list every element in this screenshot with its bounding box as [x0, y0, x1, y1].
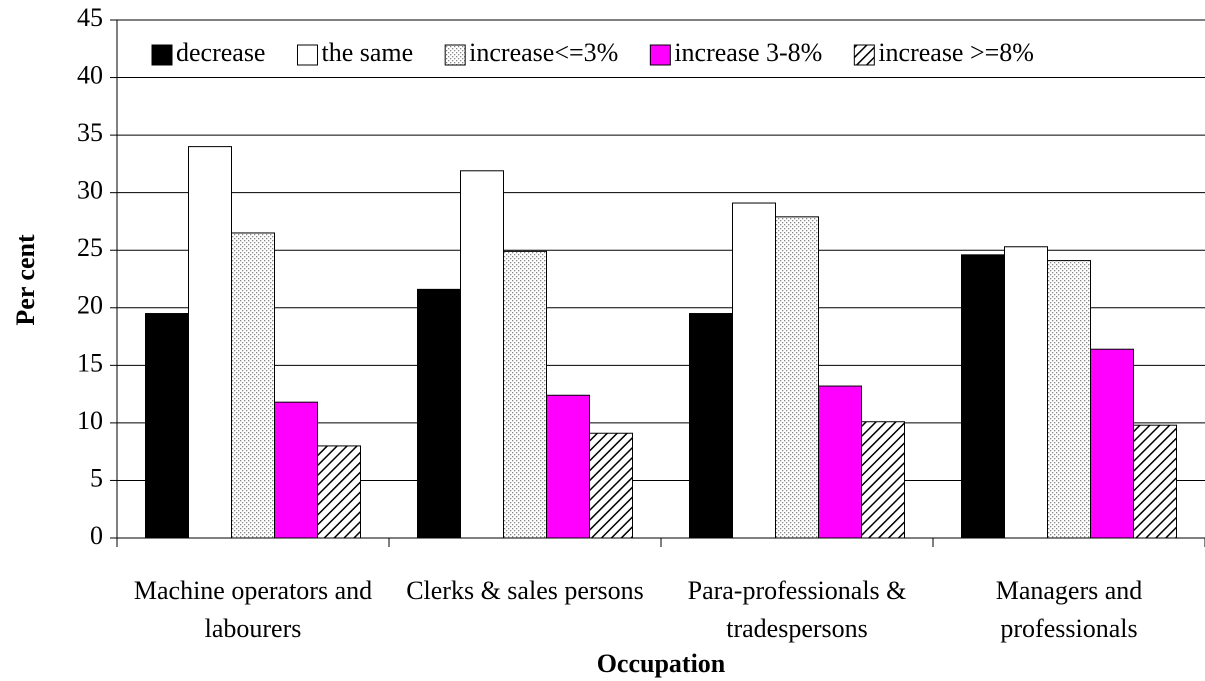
bar [1047, 260, 1091, 539]
y-tick-label: 45 [77, 3, 103, 32]
y-tick-label: 35 [77, 118, 103, 147]
y-tick-label: 40 [77, 61, 103, 90]
legend-swatch [151, 44, 173, 66]
bar [775, 216, 819, 539]
legend-label: increase >=8% [878, 38, 1034, 67]
bar [274, 401, 318, 539]
legend-label: decrease [176, 38, 265, 67]
x-axis-title: Occupation [597, 649, 726, 678]
bar [188, 146, 232, 539]
bar [546, 394, 590, 539]
x-tick-label: Para-professionals & tradespersons [687, 576, 907, 643]
bar [317, 445, 361, 539]
legend-swatch [853, 44, 875, 66]
y-tick-label: 30 [77, 176, 103, 205]
bar [1004, 246, 1048, 539]
bar [732, 202, 776, 539]
x-tick-label: Clerks & sales persons [406, 576, 644, 605]
bar [818, 385, 862, 539]
bar [460, 170, 504, 539]
bar [589, 432, 633, 539]
bar [689, 313, 733, 539]
legend-swatch [444, 44, 466, 66]
legend-swatch [296, 44, 318, 66]
bar [1133, 424, 1177, 539]
x-tick-label: Managers and professionals [995, 576, 1143, 643]
legend-swatch [649, 44, 671, 66]
legend-label: increase<=3% [469, 38, 618, 67]
y-tick-label: 0 [90, 521, 103, 550]
y-axis-title: Per cent [11, 234, 40, 326]
bar [1090, 348, 1134, 539]
legend-label: increase 3-8% [674, 38, 822, 67]
y-tick-label: 10 [77, 406, 103, 435]
y-tick-label: 25 [77, 233, 103, 262]
legend: decrease the same increase<=3% increase 3-8… [133, 33, 1190, 77]
y-tick-label: 15 [77, 348, 103, 377]
bar [861, 421, 905, 539]
legend-label: the same [321, 38, 413, 67]
y-tick-label: 20 [77, 291, 103, 320]
y-tick-label: 5 [90, 463, 103, 492]
bar [417, 288, 461, 539]
bar [145, 313, 189, 539]
bar [961, 254, 1005, 539]
x-tick-label: Machine operators and labourers [133, 576, 373, 643]
bar [231, 232, 275, 539]
bar [503, 250, 547, 539]
